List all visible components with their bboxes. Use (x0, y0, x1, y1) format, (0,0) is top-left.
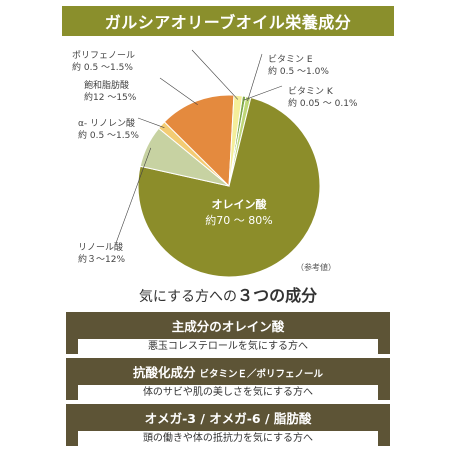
pie-slice-0 (137, 97, 321, 278)
section-subtitle: 気にする方への３つの成分 (0, 282, 456, 306)
slice-label-name: α- リノレン酸 (78, 118, 135, 129)
component-box-desc: 悪玉コレステロールを気にする方へ (78, 339, 378, 355)
slice-label-name: 飽和脂肪酸 (84, 79, 129, 91)
leader-line (159, 77, 198, 106)
component-box-desc: 頭の働きや体の抵抗力を気にする方へ (78, 431, 378, 447)
subtitle-prefix: 気にする方への (138, 289, 238, 305)
subtitle-emphasis: ３つの成分 (237, 286, 318, 305)
slice-label-range: 約３～12% (78, 253, 125, 265)
slice-label-name: ビタミン K (288, 86, 334, 97)
reference-note: （参考値） (296, 263, 336, 272)
component-box-title: オメガ-3 / オメガ-6 / 脂肪酸 (144, 411, 312, 426)
slice-label-name: オレイン酸 (212, 197, 268, 211)
component-box-antioxidant: 抗酸化成分 ビタミンＥ／ポリフェノール 体のサビや肌の美しさを気にする方へ (66, 358, 390, 401)
slice-label-range: 約12 ～15% (84, 91, 137, 103)
leader-line (191, 49, 239, 100)
component-box-omega: オメガ-3 / オメガ-6 / 脂肪酸 頭の働きや体の抵抗力を気にする方へ (66, 404, 390, 447)
slice-label-range: 約 0.5 ～1.5% (78, 129, 139, 141)
slice-label-range: 約 0.05 ～ 0.1% (288, 97, 358, 109)
leader-line (137, 117, 165, 128)
component-box-title-small: ビタミンＥ／ポリフェノール (199, 369, 324, 380)
component-box-title: 主成分のオレイン酸 (171, 319, 285, 334)
leader-line (115, 147, 152, 244)
pie-slice-3 (163, 94, 235, 188)
slice-label-name: リノール酸 (78, 242, 123, 253)
component-box-title: 抗酸化成分 ビタミンＥ／ポリフェノール (132, 365, 324, 380)
leader-line (247, 53, 263, 102)
component-box-desc: 体のサビや肌の美しさを気にする方へ (78, 385, 378, 401)
slice-label-name: ビタミン E (268, 54, 313, 65)
slice-label-range: 約 0.5 ～1.5% (72, 61, 133, 73)
slice-label-range: 約 0.5 ～1.0% (268, 65, 329, 77)
slice-label-range: 約70 ～ 80% (205, 213, 272, 227)
component-box-oleic: 主成分のオレイン酸 悪玉コレステロールを気にする方へ (66, 312, 390, 355)
page-title: ガルシアオリーブオイル栄養成分 (62, 6, 394, 36)
slice-label-name: ポリフェノール (72, 50, 135, 61)
leader-line (243, 85, 283, 101)
